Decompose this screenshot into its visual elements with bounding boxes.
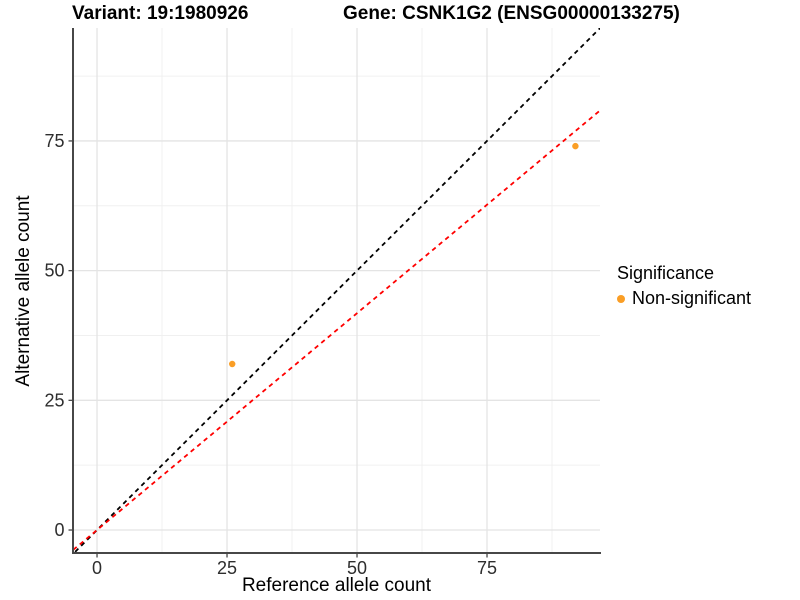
fit-line [73, 109, 600, 552]
data-point [572, 142, 579, 150]
legend-title: Significance [617, 263, 715, 283]
x-tick-label: 50 [347, 558, 367, 578]
y-tick-label: 0 [54, 520, 64, 540]
legend-item-non-significant: Non-significant [617, 288, 751, 309]
legend-item-label: Non-significant [632, 288, 752, 308]
data-point [229, 360, 236, 368]
identity-line [73, 28, 600, 553]
y-tick-label: 50 [44, 261, 64, 281]
reference-lines-layer [73, 28, 600, 553]
legend-point-icon [617, 294, 625, 303]
legend: Significance Non-significant [617, 263, 751, 309]
y-tick-label: 75 [44, 131, 64, 151]
variant-title: Variant: 19:1980926 [72, 3, 249, 24]
gene-title: Gene: CSNK1G2 (ENSG00000133275) [343, 3, 680, 24]
x-tick-label: 25 [217, 558, 237, 578]
x-tick-label: 0 [92, 558, 102, 578]
x-axis-title: Reference allele count [241, 575, 432, 596]
x-tick-label: 75 [477, 558, 497, 578]
y-tick-label: 25 [44, 390, 64, 410]
y-axis-title: Alternative allele count [13, 195, 34, 387]
